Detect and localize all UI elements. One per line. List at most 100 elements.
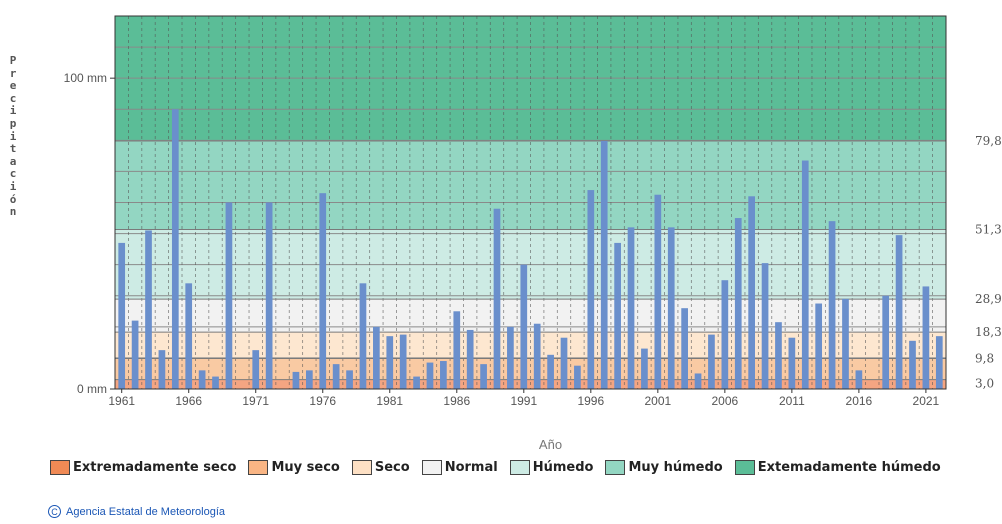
bar-1961 bbox=[118, 242, 126, 389]
bar-1998 bbox=[614, 242, 621, 389]
legend-swatch bbox=[605, 460, 626, 475]
threshold-label: 18,3 bbox=[975, 325, 1002, 339]
bar-1976 bbox=[319, 193, 327, 389]
bar-1964 bbox=[158, 350, 166, 389]
bar-1979 bbox=[359, 283, 367, 389]
bar-1992 bbox=[533, 323, 541, 389]
bar-1981 bbox=[386, 336, 394, 389]
bar-1986 bbox=[453, 311, 461, 389]
x-tick-label: 1961 bbox=[108, 394, 135, 408]
copyright-text: Agencia Estatal de Meteorología bbox=[66, 505, 225, 518]
x-tick-label: 2016 bbox=[846, 394, 873, 408]
y-axis-label-char: r bbox=[9, 66, 17, 80]
threshold-label: 28,9 bbox=[975, 292, 1002, 306]
legend-label: Extemadamente húmedo bbox=[757, 460, 941, 475]
bar-1962 bbox=[131, 320, 139, 389]
threshold-label: 3,0 bbox=[975, 377, 994, 391]
chart-container: 0 mm 100 mm 1961 1966 1971 1976 1981 1986 1991 19… bbox=[64, 15, 1002, 452]
x-tick-label: 1966 bbox=[175, 394, 202, 408]
legend-swatch bbox=[351, 460, 372, 475]
legend-swatch bbox=[509, 460, 530, 475]
bar-1989 bbox=[493, 208, 501, 389]
y-axis-label-char: t bbox=[9, 142, 17, 156]
bar-1968 bbox=[212, 376, 219, 389]
legend-label: Muy húmedo bbox=[628, 460, 723, 475]
bar-2004 bbox=[694, 373, 702, 389]
x-axis-label: Año bbox=[539, 437, 562, 452]
bar-2007 bbox=[734, 218, 742, 389]
bar-2019 bbox=[895, 235, 903, 389]
bar-2010 bbox=[775, 322, 782, 389]
bar-1977 bbox=[332, 364, 340, 389]
y-axis-label-char: ó bbox=[9, 192, 17, 206]
y-tick-label: 100 mm bbox=[64, 71, 107, 85]
legend-item: Seco bbox=[351, 460, 410, 475]
bar-2008 bbox=[748, 196, 756, 389]
bar-1997 bbox=[600, 140, 608, 389]
y-axis-label-char: p bbox=[9, 116, 17, 130]
bar-2009 bbox=[761, 263, 769, 389]
y-axis-label-char: i bbox=[9, 129, 17, 143]
legend: Extremadamente seco Muy seco Seco Normal Húm… bbox=[50, 460, 953, 475]
legend-swatch bbox=[50, 460, 70, 475]
legend-item: Extremadamente seco bbox=[50, 460, 236, 475]
plot-frame bbox=[114, 15, 947, 390]
y-axis-label-char: c bbox=[9, 91, 17, 105]
bar-2011 bbox=[788, 337, 796, 389]
bar-1985 bbox=[440, 361, 447, 389]
bar-1978 bbox=[346, 370, 353, 389]
y-axis-label-char: c bbox=[9, 167, 17, 181]
y-tick-label: 0 mm bbox=[77, 382, 107, 396]
x-tick-label: 1971 bbox=[242, 394, 269, 408]
x-tick-label: 2021 bbox=[913, 394, 940, 408]
legend-swatch bbox=[248, 460, 269, 475]
legend-swatch bbox=[421, 460, 442, 475]
bar-1975 bbox=[305, 370, 313, 389]
y-axis-label-char: e bbox=[9, 79, 17, 93]
y-axis-label-char: a bbox=[9, 154, 17, 168]
x-tick-label: 1976 bbox=[309, 394, 336, 408]
bar-2013 bbox=[815, 303, 823, 389]
bar-2016 bbox=[855, 370, 863, 389]
bar-1999 bbox=[627, 227, 635, 389]
threshold-label: 9,8 bbox=[975, 352, 994, 366]
legend-item: Muy húmedo bbox=[605, 460, 723, 475]
threshold-label: 51,3 bbox=[975, 223, 1002, 237]
x-tick-label: 1981 bbox=[376, 394, 403, 408]
bar-1965 bbox=[171, 109, 179, 389]
x-tick-label: 1991 bbox=[510, 394, 537, 408]
x-tick-label: 1986 bbox=[443, 394, 470, 408]
bar-2002 bbox=[667, 227, 675, 389]
bar-1972 bbox=[265, 202, 273, 389]
bar-1996 bbox=[587, 190, 595, 389]
x-tick-label: 2006 bbox=[711, 394, 738, 408]
x-tick-label: 1996 bbox=[577, 394, 604, 408]
legend-item: Húmedo bbox=[509, 460, 594, 475]
bar-2021 bbox=[922, 286, 930, 389]
bar-1987 bbox=[466, 329, 474, 389]
legend-swatch bbox=[734, 460, 755, 475]
legend-label: Húmedo bbox=[532, 460, 594, 475]
legend-label: Extremadamente seco bbox=[73, 460, 237, 475]
y-axis-label-char: i bbox=[9, 104, 17, 118]
bar-2012 bbox=[801, 160, 809, 389]
bar-1990 bbox=[507, 326, 514, 389]
legend-label: Muy seco bbox=[271, 460, 340, 475]
bar-2003 bbox=[681, 308, 688, 389]
bar-1994 bbox=[560, 337, 568, 389]
bar-1974 bbox=[292, 371, 300, 389]
bar-1988 bbox=[480, 364, 487, 389]
bar-1969 bbox=[225, 202, 233, 389]
legend-item: Muy seco bbox=[248, 460, 340, 475]
legend-item: Extemadamente húmedo bbox=[734, 460, 941, 475]
threshold-label: 79,8 bbox=[975, 134, 1002, 148]
x-tick-label: 2011 bbox=[779, 394, 805, 408]
bar-1991 bbox=[520, 264, 528, 389]
bar-2015 bbox=[842, 298, 849, 389]
y-axis-label-char: n bbox=[9, 205, 17, 219]
copyright-icon: C bbox=[48, 505, 61, 518]
bar-1995 bbox=[574, 365, 581, 389]
legend-label: Seco bbox=[374, 460, 410, 475]
bar-2018 bbox=[882, 295, 890, 389]
